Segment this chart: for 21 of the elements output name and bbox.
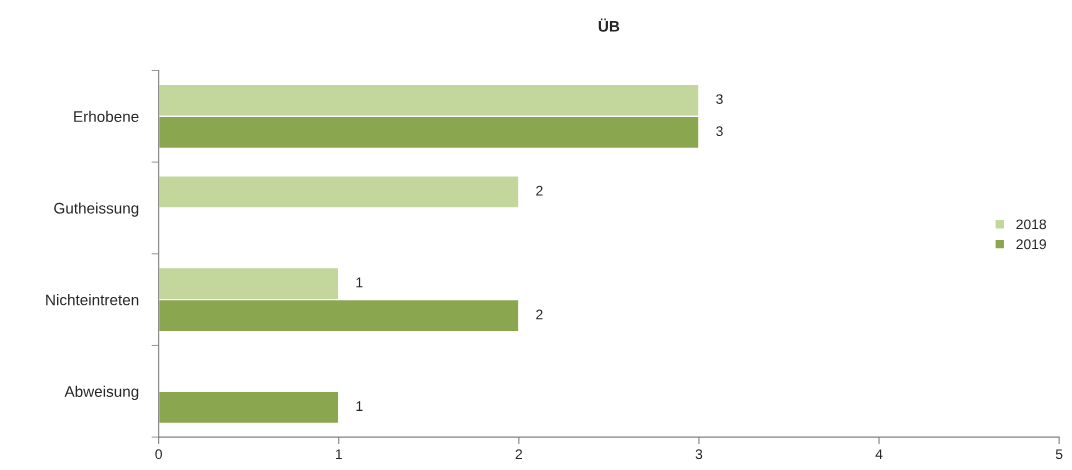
chart-title: ÜB bbox=[598, 18, 620, 32]
legend-label: 2019 bbox=[1016, 239, 1046, 250]
x-tick-label: 3 bbox=[695, 449, 703, 460]
y-tick-label: Erhobene bbox=[74, 110, 139, 123]
x-tick-label: 0 bbox=[155, 449, 162, 460]
data-label: 1 bbox=[356, 277, 363, 288]
x-tick-label: 5 bbox=[1055, 449, 1063, 460]
x-tick-label: 1 bbox=[335, 449, 342, 459]
x-tick-label: 2 bbox=[515, 449, 523, 459]
bar bbox=[158, 390, 340, 425]
legend-label: 2018 bbox=[1016, 219, 1047, 230]
y-tick-label: Gutheissung bbox=[54, 202, 139, 217]
data-label: 2 bbox=[536, 309, 543, 320]
data-label: 2 bbox=[536, 185, 543, 196]
y-tick-label: Abweisung bbox=[64, 385, 139, 400]
data-label: 3 bbox=[716, 94, 723, 105]
data-label: 1 bbox=[356, 401, 363, 411]
data-label: 3 bbox=[716, 126, 723, 137]
bar bbox=[158, 175, 520, 209]
y-tick-label: Nichteintreten bbox=[46, 294, 139, 306]
x-tick-label: 4 bbox=[875, 449, 883, 459]
